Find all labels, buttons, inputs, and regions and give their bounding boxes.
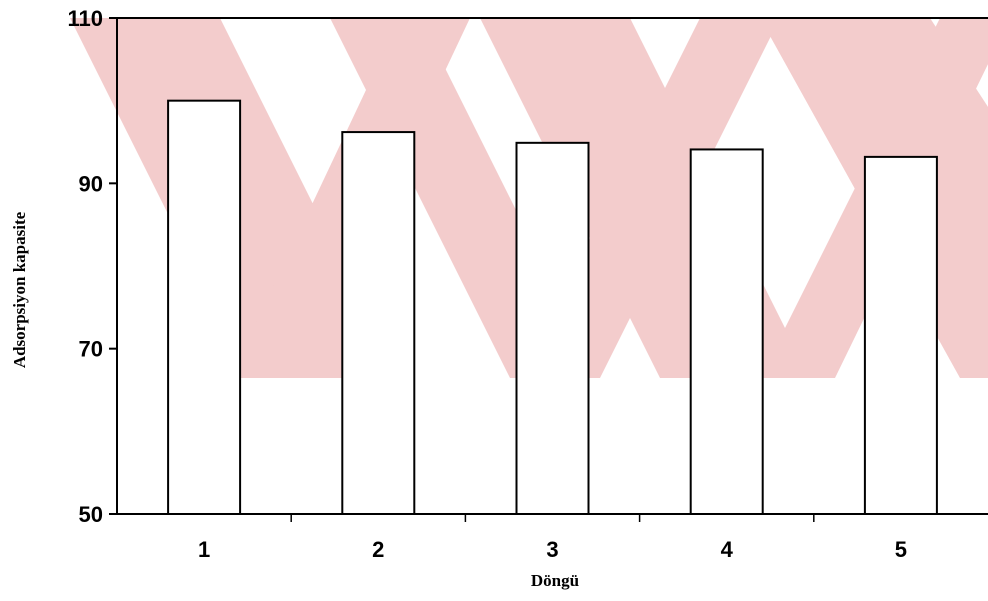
y-tick-label: 70 — [79, 337, 103, 362]
bar-3 — [515, 141, 590, 515]
y-tick-label: 110 — [68, 6, 104, 31]
y-axis-title: Adsorpsiyon kapasite — [10, 211, 29, 368]
x-axis-ticks: 1 2 3 4 5 — [198, 514, 907, 562]
x-tick-label: 5 — [895, 537, 907, 562]
y-axis-ticks: 50 70 90 110 — [68, 6, 117, 527]
x-axis-title: Döngü — [531, 571, 579, 590]
bar-4 — [689, 148, 764, 515]
y-tick-label: 90 — [79, 171, 103, 196]
bars — [167, 99, 938, 516]
y-tick-label: 50 — [79, 502, 103, 527]
x-tick-label: 2 — [372, 537, 384, 562]
x-tick-label: 3 — [546, 537, 558, 562]
bar-2 — [341, 131, 416, 516]
bar-1 — [167, 99, 242, 516]
x-tick-label: 1 — [198, 537, 210, 562]
bar-5 — [863, 155, 938, 515]
x-tick-label: 4 — [721, 537, 734, 562]
